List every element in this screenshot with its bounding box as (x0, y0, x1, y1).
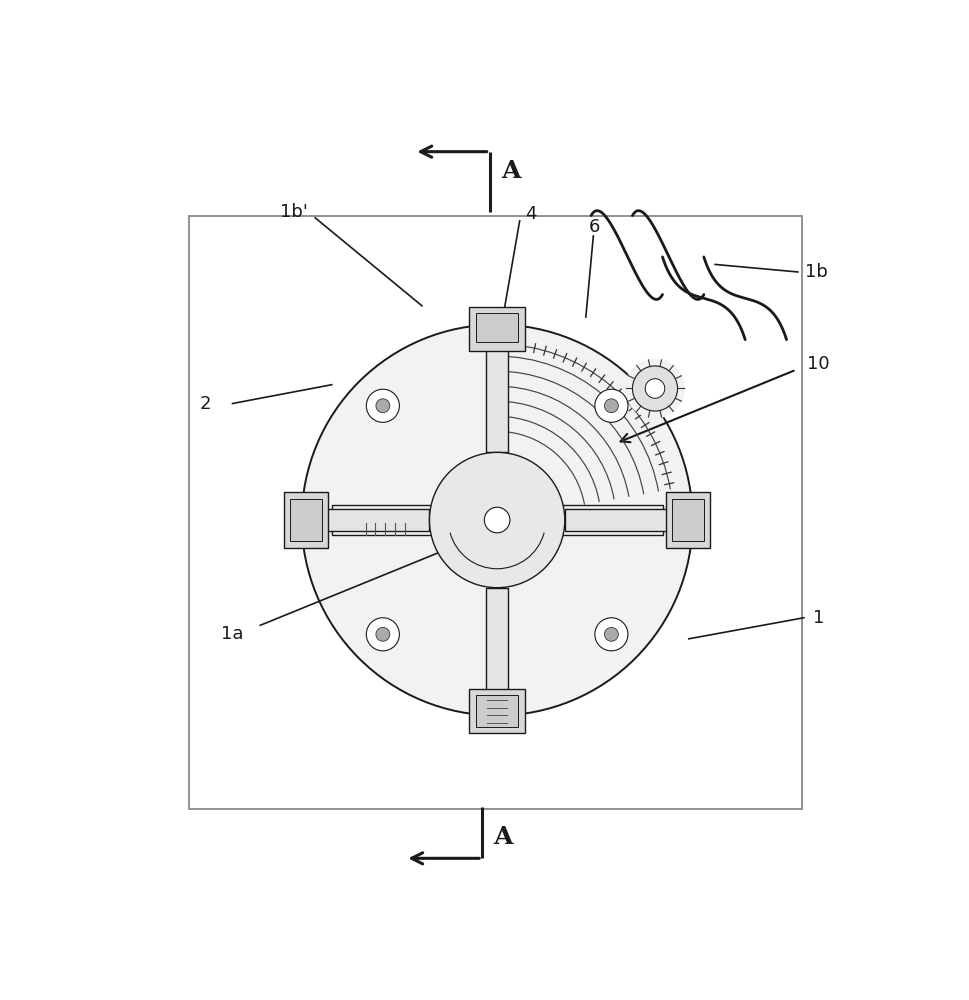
Text: A: A (500, 159, 519, 183)
Text: A: A (493, 825, 513, 849)
Circle shape (604, 627, 617, 641)
Circle shape (604, 399, 617, 413)
Bar (468, 307, 525, 351)
Circle shape (644, 379, 664, 398)
Text: 2: 2 (200, 395, 211, 413)
Bar (485, 347, 508, 452)
Circle shape (484, 507, 510, 533)
Bar (331, 505, 662, 535)
Bar (666, 492, 709, 548)
Circle shape (429, 452, 564, 588)
Bar (468, 689, 525, 733)
Bar (324, 509, 429, 531)
Bar (290, 499, 322, 541)
Circle shape (376, 627, 390, 641)
Bar (672, 499, 703, 541)
Circle shape (366, 618, 399, 651)
Bar (476, 313, 517, 342)
Bar (476, 695, 517, 727)
Circle shape (624, 358, 684, 419)
Bar (189, 216, 800, 809)
Text: 1: 1 (812, 609, 824, 627)
Circle shape (376, 399, 390, 413)
Circle shape (594, 389, 627, 422)
Text: 4: 4 (524, 205, 536, 223)
Circle shape (594, 618, 627, 651)
Text: 6: 6 (588, 218, 600, 236)
Text: 1b: 1b (804, 263, 828, 281)
Text: 1a: 1a (221, 625, 243, 643)
Bar (485, 588, 508, 693)
Text: 1b': 1b' (280, 203, 308, 221)
Circle shape (366, 389, 399, 422)
Circle shape (301, 325, 692, 715)
Circle shape (632, 366, 676, 411)
Text: 10: 10 (806, 355, 828, 373)
Bar (564, 509, 670, 531)
Bar (284, 492, 328, 548)
